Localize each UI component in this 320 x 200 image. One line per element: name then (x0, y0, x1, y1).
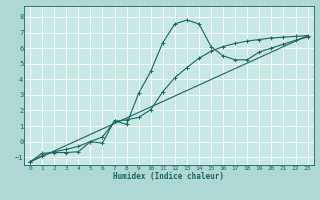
X-axis label: Humidex (Indice chaleur): Humidex (Indice chaleur) (113, 172, 224, 181)
